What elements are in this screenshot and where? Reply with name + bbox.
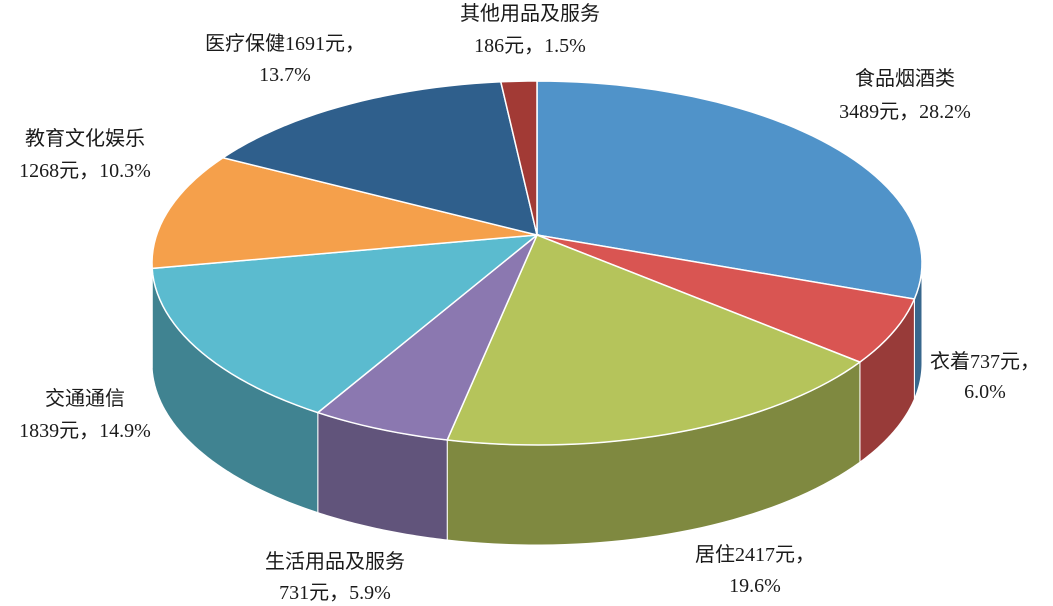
amount-label: 2417元， xyxy=(735,544,815,566)
data-label: 3489元，28.2% xyxy=(839,101,971,123)
category-label: 食品烟酒类 xyxy=(855,67,955,90)
data-label: 教育文化娱乐 xyxy=(25,127,145,150)
category-label: 教育文化娱乐 xyxy=(25,127,145,150)
amount-label: 731元， xyxy=(279,582,349,604)
data-label: 6.0% xyxy=(964,381,1006,403)
value-label: 28.2% xyxy=(919,101,971,123)
amount-label: 737元， xyxy=(970,351,1040,373)
value-label: 1.5% xyxy=(544,35,586,57)
value-label: 6.0% xyxy=(964,381,1006,403)
category-label: 交通通信 xyxy=(45,387,125,410)
value-label: 10.3% xyxy=(99,160,151,182)
data-label: 1839元，14.9% xyxy=(19,420,151,442)
amount-label: 1268元， xyxy=(19,160,99,182)
amount-label: 1839元， xyxy=(19,420,99,442)
category-label: 衣着 xyxy=(930,350,970,373)
amount-label: 3489元， xyxy=(839,101,919,123)
pie-slice xyxy=(151,156,538,270)
data-label: 食品烟酒类 xyxy=(855,67,955,90)
amount-label: 1691元， xyxy=(285,33,365,55)
value-label: 14.9% xyxy=(99,420,151,442)
data-label: 衣着737元， xyxy=(930,350,1040,373)
data-label: 生活用品及服务 xyxy=(265,550,405,573)
pie-slice xyxy=(536,80,923,300)
pie-slice xyxy=(316,234,538,441)
data-label: 居住2417元， xyxy=(695,543,815,566)
value-label: 5.9% xyxy=(349,582,391,604)
data-label: 其他用品及服务 xyxy=(460,2,600,25)
pie-slice xyxy=(151,234,540,414)
pie-slice xyxy=(536,234,916,363)
data-label: 13.7% xyxy=(259,64,311,86)
data-label: 1268元，10.3% xyxy=(19,160,151,182)
category-label: 生活用品及服务 xyxy=(265,550,405,573)
data-label: 交通通信 xyxy=(45,387,125,410)
data-label: 19.6% xyxy=(729,575,781,597)
amount-label: 186元， xyxy=(474,35,544,57)
data-label: 医疗保健1691元， xyxy=(205,32,365,55)
pie-slice xyxy=(499,80,538,236)
category-label: 居住 xyxy=(695,543,735,566)
data-label: 731元，5.9% xyxy=(279,582,391,604)
data-label: 186元，1.5% xyxy=(474,35,586,57)
value-label: 13.7% xyxy=(259,64,311,86)
category-label: 其他用品及服务 xyxy=(460,2,600,25)
value-label: 19.6% xyxy=(729,575,781,597)
category-label: 医疗保健 xyxy=(205,32,285,55)
pie-slice xyxy=(446,234,862,446)
pie-slice xyxy=(221,81,539,237)
